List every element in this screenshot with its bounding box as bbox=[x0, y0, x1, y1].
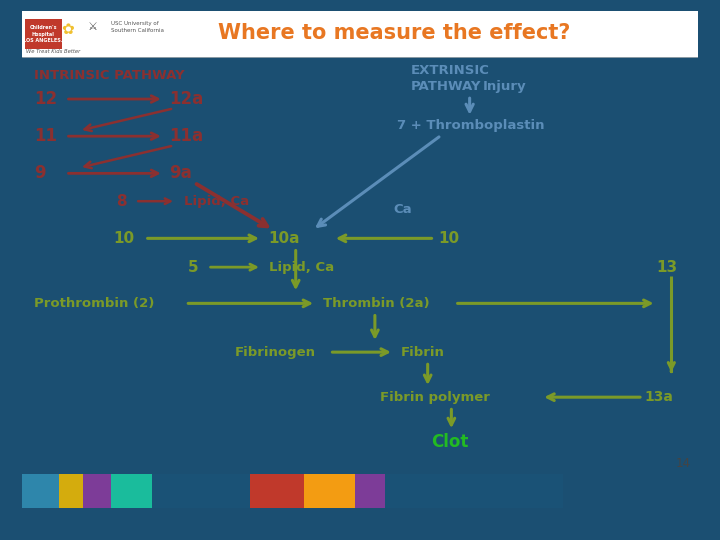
Text: Injury: Injury bbox=[483, 79, 527, 92]
Text: 10: 10 bbox=[113, 231, 134, 246]
Text: Where to measure the effect?: Where to measure the effect? bbox=[217, 23, 570, 43]
Bar bbox=[22, 474, 59, 508]
Text: USC University of
Southern California: USC University of Southern California bbox=[111, 21, 164, 33]
Bar bbox=[385, 474, 563, 508]
Text: 12: 12 bbox=[34, 90, 57, 108]
Text: 5: 5 bbox=[187, 260, 198, 275]
Text: PATHWAY: PATHWAY bbox=[410, 79, 481, 92]
Text: We Treat Kids Better: We Treat Kids Better bbox=[27, 50, 81, 55]
Text: 10a: 10a bbox=[269, 231, 300, 246]
Bar bbox=[354, 474, 385, 508]
Text: Clot: Clot bbox=[431, 433, 469, 451]
Text: Children's
Hospital
LOS ANGELES.: Children's Hospital LOS ANGELES. bbox=[24, 25, 63, 43]
FancyBboxPatch shape bbox=[25, 19, 62, 49]
Text: INTRINSIC PATHWAY: INTRINSIC PATHWAY bbox=[34, 69, 184, 82]
Bar bbox=[59, 474, 83, 508]
Bar bbox=[111, 474, 151, 508]
Text: Lipid, Ca: Lipid, Ca bbox=[269, 261, 334, 274]
Text: Thrombin (2a): Thrombin (2a) bbox=[323, 297, 429, 310]
Text: ⚔: ⚔ bbox=[88, 22, 98, 32]
Text: Ca: Ca bbox=[394, 203, 413, 216]
Text: 10: 10 bbox=[438, 231, 459, 246]
Text: 11: 11 bbox=[34, 127, 57, 145]
Text: ✿: ✿ bbox=[61, 22, 74, 37]
Text: 14: 14 bbox=[675, 457, 690, 470]
Text: 8: 8 bbox=[117, 194, 127, 208]
Text: Fibrinogen: Fibrinogen bbox=[235, 346, 316, 359]
Text: 9: 9 bbox=[34, 164, 45, 183]
Text: Fibrin: Fibrin bbox=[400, 346, 444, 359]
Text: 13a: 13a bbox=[644, 390, 673, 404]
Bar bbox=[83, 474, 111, 508]
Bar bbox=[304, 474, 354, 508]
Text: 7 + Thromboplastin: 7 + Thromboplastin bbox=[397, 119, 545, 132]
Text: 13: 13 bbox=[657, 260, 678, 275]
Text: Lipid, Ca: Lipid, Ca bbox=[184, 195, 249, 208]
Text: Fibrin polymer: Fibrin polymer bbox=[380, 390, 490, 404]
FancyBboxPatch shape bbox=[22, 9, 698, 57]
Text: EXTRINSIC: EXTRINSIC bbox=[410, 64, 490, 77]
Text: Prothrombin (2): Prothrombin (2) bbox=[34, 297, 154, 310]
Text: 9a: 9a bbox=[169, 164, 192, 183]
Bar bbox=[250, 474, 304, 508]
Bar bbox=[209, 474, 250, 508]
Text: 12a: 12a bbox=[169, 90, 203, 108]
Bar bbox=[151, 474, 209, 508]
Text: 11a: 11a bbox=[169, 127, 203, 145]
